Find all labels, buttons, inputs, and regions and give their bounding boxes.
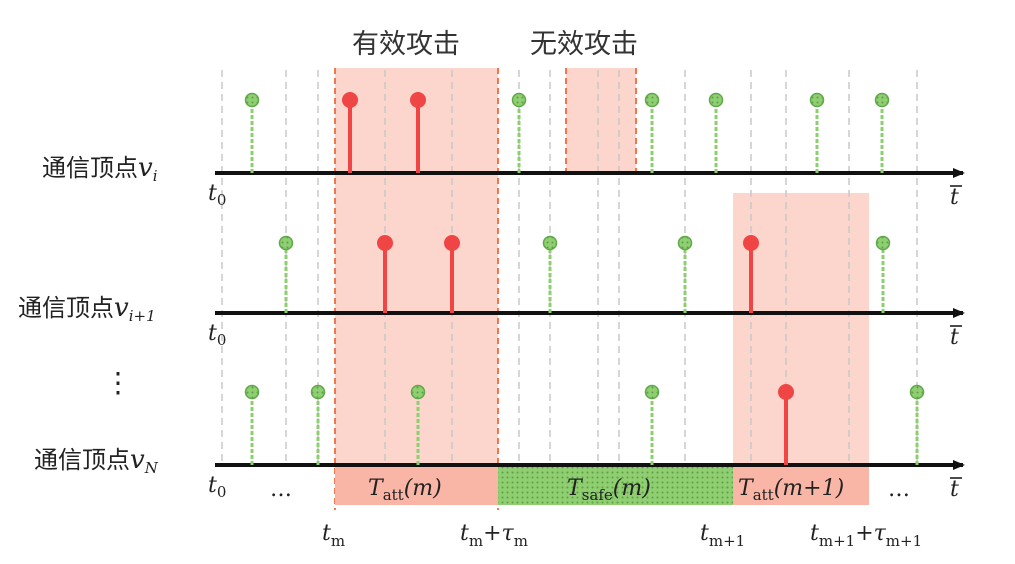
stem-head-red-vi: [410, 92, 426, 108]
stem-head-green-vi: [809, 92, 825, 108]
t-end-label-vN: t: [950, 477, 959, 502]
row-label-vN: 通信顶点vN: [34, 445, 159, 477]
t0-label-vi: t0: [208, 181, 226, 209]
stem-head-green-vi: [511, 92, 527, 108]
ineffective-attack-label: 无效攻击: [530, 29, 638, 60]
stem-head-green-vi: [874, 92, 890, 108]
stem-head-green-vN: [410, 384, 426, 400]
stem-head-green-vN: [310, 384, 326, 400]
stem-head-red-vi1: [743, 235, 759, 251]
event-stems: [244, 92, 925, 465]
time-label-tm: tm: [322, 521, 345, 550]
t0-label-vN: t0: [208, 473, 226, 501]
stem-head-red-vi: [342, 92, 358, 108]
stem-head-green-vi: [708, 92, 724, 108]
t-end-label-vi1: t: [950, 325, 959, 350]
stem-head-green-vi1: [875, 235, 891, 251]
vertical-ellipsis: ⋮: [104, 366, 132, 399]
segment-att-m1-label: Tatt(m+1): [738, 476, 844, 504]
ellipsis-left: …: [270, 477, 292, 502]
segment-safe-m: [498, 467, 733, 505]
time-label-tm1-tau: tm+1+τm+1: [810, 521, 922, 550]
stem-head-green-vN: [909, 384, 925, 400]
stem-head-green-vi1: [542, 235, 558, 251]
stem-head-red-vi1: [444, 235, 460, 251]
segment-att-m: [335, 467, 498, 505]
row-label-vi: 通信顶点vi: [42, 153, 158, 185]
t-end-label-vi: t: [950, 185, 959, 210]
stem-head-green-vN: [244, 384, 260, 400]
stem-head-green-vi1: [278, 235, 294, 251]
stem-head-red-vN: [778, 384, 794, 400]
effective-attack-label: 有效攻击: [352, 29, 460, 60]
stem-head-green-vi: [244, 92, 260, 108]
attack-boundaries: [334, 68, 637, 510]
ellipsis-right: …: [888, 477, 910, 502]
stem-head-red-vi1: [377, 235, 393, 251]
row-label-vi1: 通信顶点vi+1: [18, 293, 156, 325]
time-label-tm-tau: tm+τm: [460, 521, 528, 550]
t0-label-vi1: t0: [208, 321, 226, 349]
stem-head-green-vi: [644, 92, 660, 108]
time-label-tm1: tm+1: [700, 521, 745, 550]
segment-att-m-label: Tatt(m): [368, 476, 442, 504]
segment-safe-m-label: Tsafe(m): [567, 476, 651, 504]
stem-head-green-vi1: [677, 235, 693, 251]
stem-head-green-vN: [644, 384, 660, 400]
ineffective-attack-window: [566, 68, 636, 173]
segment-att-m1: [733, 467, 869, 505]
attack-window-m1: [733, 193, 869, 468]
